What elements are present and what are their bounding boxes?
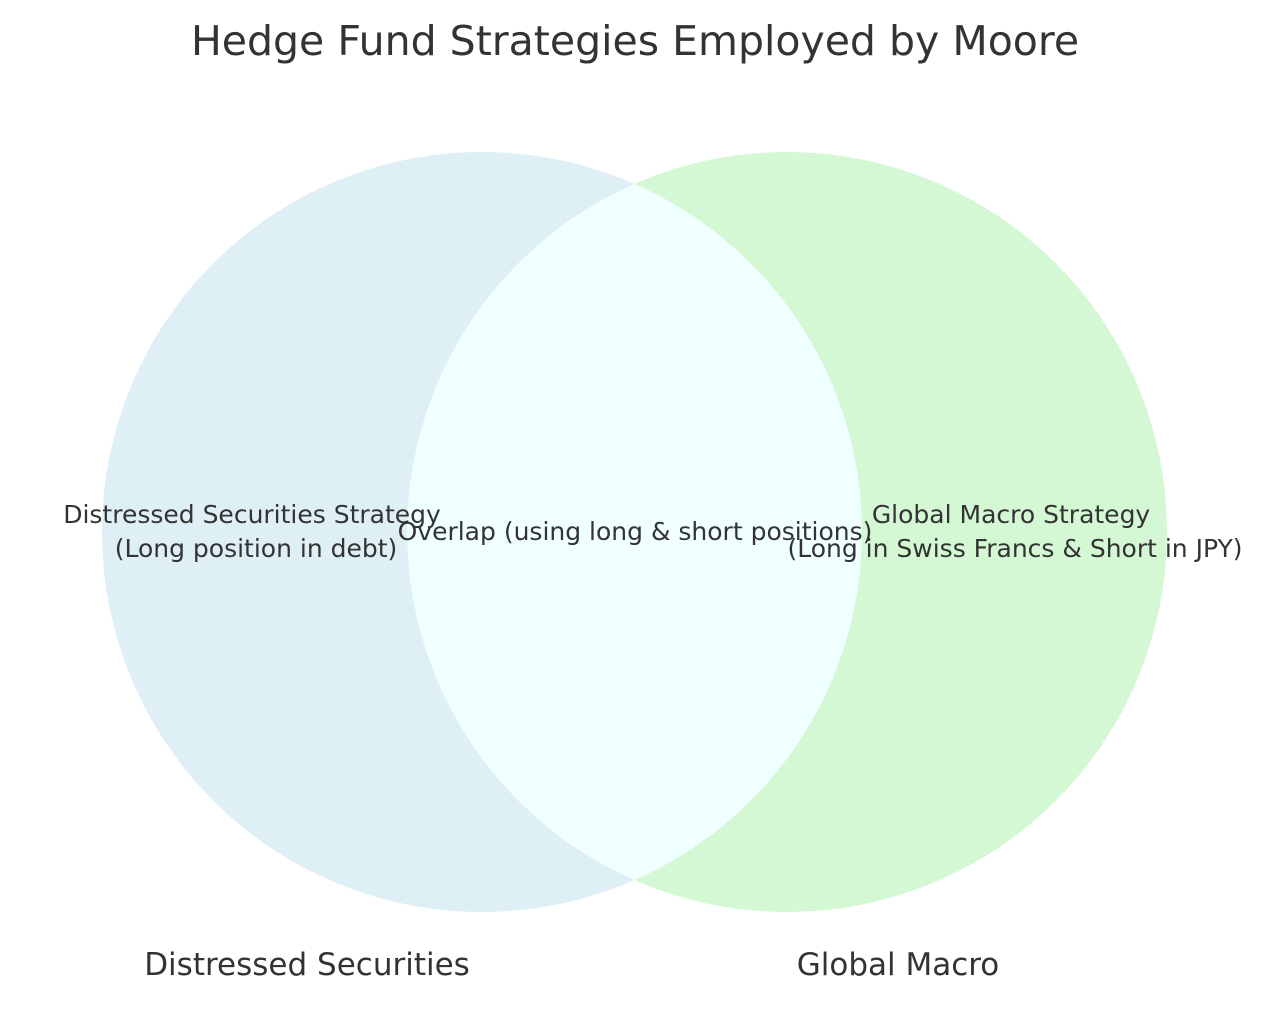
distressed-region-text: Distressed Securities Strategy (Long pos… [63,500,449,563]
diagram-title: Hedge Fund Strategies Employed by Moore [191,17,1079,65]
overlap-region [407,152,862,912]
global-macro-region-text: Global Macro Strategy (Long in Swiss Fra… [787,500,1242,563]
distressed-securities-label: Distressed Securities [144,947,470,983]
global-macro-label: Global Macro [797,947,1000,983]
overlap-text: Overlap (using long & short positions) [398,517,873,546]
